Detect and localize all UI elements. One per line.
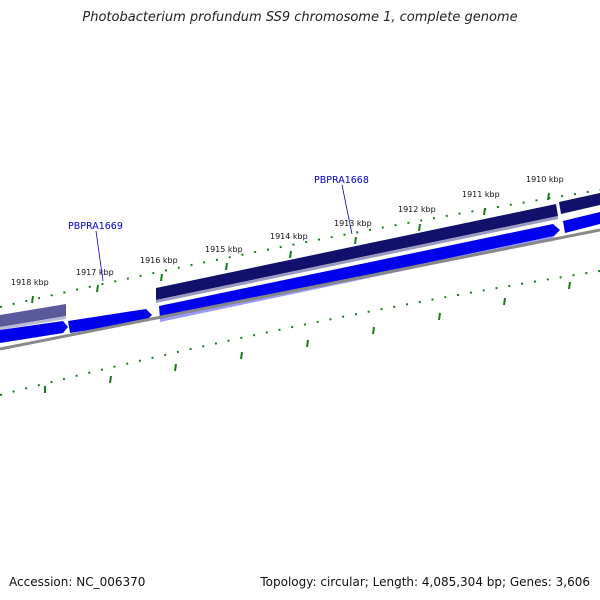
gene-reverse-shadow [156, 216, 558, 303]
major-tick [96, 284, 99, 293]
gene-label-leader [95, 230, 104, 282]
tick-label: 1910 kbp [526, 175, 564, 184]
map-title: Photobacterium profundum SS9 chromosome … [82, 10, 518, 25]
gene-forward[interactable] [563, 212, 600, 233]
gene-reverse-pbpra1668[interactable] [156, 204, 558, 300]
gene-label-pbpra1668[interactable]: PBPRA1668 [314, 175, 369, 186]
gene-forward-pbpra1669[interactable] [68, 309, 152, 333]
major-tick [483, 207, 486, 216]
tick-label: 1918 kbp [11, 278, 49, 287]
tick-label: 1916 kbp [140, 256, 178, 265]
tick-label: 1911 kbp [462, 190, 500, 199]
reverse-strand [0, 193, 600, 330]
gene-forward[interactable] [0, 321, 68, 343]
major-tick [289, 250, 292, 259]
gene-reverse[interactable] [559, 193, 600, 214]
gene-label-pbpra1669[interactable]: PBPRA1669 [68, 221, 123, 232]
major-tick [240, 351, 243, 360]
major-tick [160, 273, 163, 282]
major-tick [372, 326, 375, 335]
tick-label: 1913 kbp [334, 219, 372, 228]
tick-label: 1915 kbp [205, 245, 243, 254]
major-tick [31, 295, 34, 304]
major-tick [174, 363, 177, 372]
major-tick [306, 339, 309, 348]
major-tick [568, 281, 571, 290]
upper-ruler [0, 189, 600, 308]
gene-forward[interactable] [159, 224, 560, 319]
tick-label: 1914 kbp [270, 232, 308, 241]
major-tick [225, 262, 228, 271]
major-tick [354, 236, 357, 245]
major-tick [418, 223, 421, 232]
tick-label: 1917 kbp [76, 268, 114, 277]
gene-label-leader [341, 184, 353, 235]
major-tick [547, 192, 550, 201]
major-tick [503, 297, 506, 306]
lower-ruler [0, 270, 600, 396]
accession-text: Accession: NC_006370 [9, 575, 146, 589]
gene-reverse-shadow [0, 316, 66, 330]
tick-label: 1912 kbp [398, 205, 436, 214]
major-tick [109, 375, 112, 384]
genome-backbone [0, 228, 600, 351]
gene-reverse[interactable] [0, 304, 66, 327]
major-tick [438, 312, 441, 321]
topology-text: Topology: circular; Length: 4,085,304 bp… [260, 575, 590, 589]
